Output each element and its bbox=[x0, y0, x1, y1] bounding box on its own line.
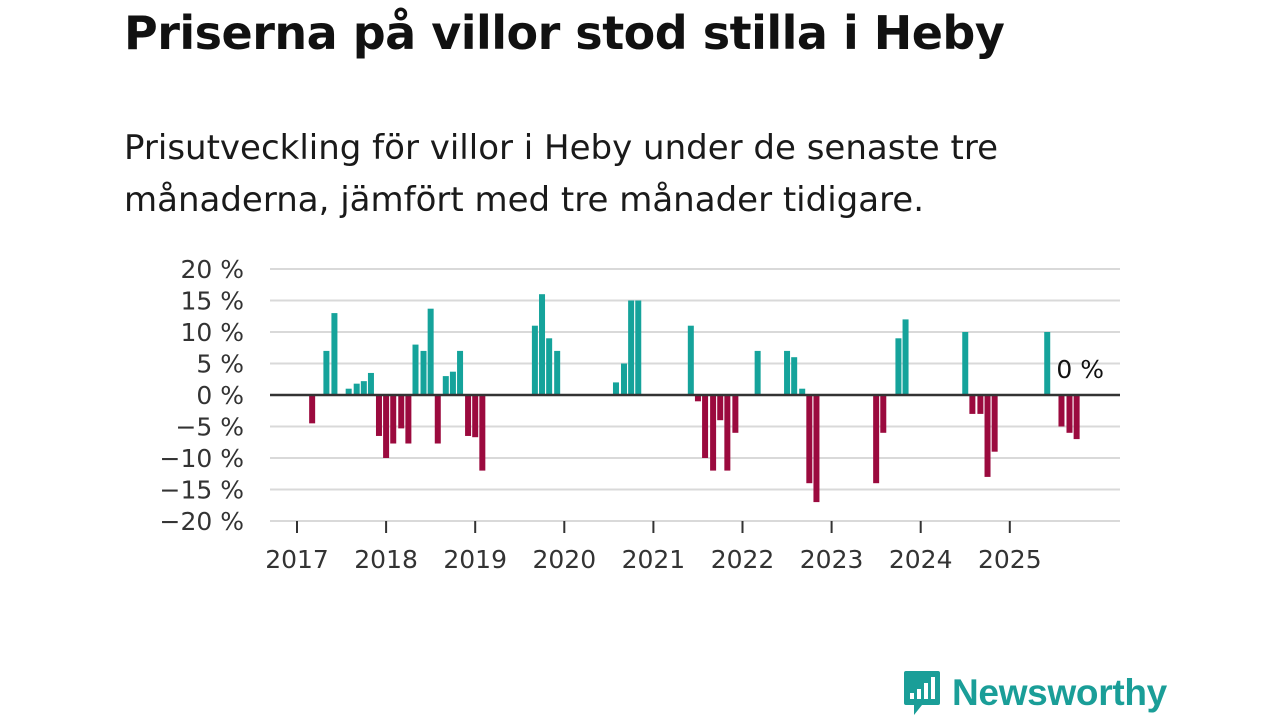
bar bbox=[791, 357, 798, 395]
bar bbox=[1073, 395, 1080, 440]
x-tick-label: 2017 bbox=[265, 545, 329, 574]
bar bbox=[724, 395, 731, 471]
bar bbox=[694, 395, 701, 402]
bar bbox=[984, 395, 991, 477]
bar bbox=[398, 395, 405, 429]
bar bbox=[612, 382, 619, 395]
bar bbox=[732, 395, 739, 433]
bar bbox=[465, 395, 472, 436]
bar bbox=[873, 395, 880, 484]
bar bbox=[902, 319, 909, 395]
bar bbox=[717, 395, 724, 421]
bar bbox=[539, 294, 546, 395]
bar bbox=[977, 395, 984, 414]
x-tick-label: 2025 bbox=[978, 545, 1042, 574]
bar bbox=[375, 395, 382, 436]
x-axis: 2017 2018 2019 2020 2021 2022 2023 2024 2025 bbox=[265, 521, 1042, 574]
y-axis: 20 % 15 %10 % 5 %0 % −5 %−10 % −15 %−20 % bbox=[160, 255, 244, 536]
chart-title: Priserna på villor stod stilla i Heby bbox=[124, 6, 1005, 60]
bar bbox=[620, 363, 627, 395]
bar bbox=[390, 395, 397, 444]
bar bbox=[710, 395, 717, 471]
brand-name: Newsworthy bbox=[952, 672, 1167, 713]
x-tick-label: 2019 bbox=[443, 545, 507, 574]
bar-chart: 20 %15 %10 %5 %0 %−5 %−10 %−15 %−20 % 20… bbox=[160, 255, 1120, 574]
grid-lines bbox=[270, 268, 1120, 522]
y-tick-label: −10 % bbox=[160, 444, 244, 473]
bar bbox=[323, 350, 330, 395]
bar bbox=[412, 344, 419, 395]
y-tick-label: 0 % bbox=[196, 381, 244, 410]
y-tick-label: −20 % bbox=[160, 507, 244, 536]
bar bbox=[635, 300, 642, 395]
last-value-label: 0 % bbox=[1056, 355, 1104, 384]
bar bbox=[895, 338, 902, 395]
bar bbox=[754, 350, 761, 395]
bar bbox=[420, 350, 427, 395]
bar bbox=[472, 395, 479, 438]
bar bbox=[442, 376, 449, 395]
bar bbox=[309, 395, 316, 424]
bar bbox=[1044, 332, 1051, 395]
bar bbox=[806, 395, 813, 484]
y-tick-label: −15 % bbox=[160, 476, 244, 505]
chart-subtitle: Prisutveckling för villor i Heby under d… bbox=[124, 128, 998, 220]
y-tick-label: 20 % bbox=[180, 255, 244, 284]
bar bbox=[554, 350, 561, 395]
x-tick-label: 2021 bbox=[622, 545, 686, 574]
bar bbox=[449, 371, 456, 395]
bar bbox=[367, 372, 374, 395]
bar bbox=[405, 395, 412, 444]
y-tick-label: −5 % bbox=[175, 413, 244, 442]
bar bbox=[360, 381, 367, 395]
bar bbox=[531, 325, 538, 395]
bar bbox=[1066, 395, 1073, 433]
bar bbox=[353, 383, 360, 395]
bar bbox=[427, 308, 434, 395]
bar bbox=[799, 388, 806, 395]
bar bbox=[1058, 395, 1065, 427]
x-tick-label: 2022 bbox=[711, 545, 775, 574]
bar bbox=[880, 395, 887, 433]
bar bbox=[434, 395, 441, 444]
bar bbox=[345, 388, 352, 395]
bar bbox=[383, 395, 390, 458]
bar bbox=[687, 325, 694, 395]
x-tick-label: 2023 bbox=[800, 545, 864, 574]
newsworthy-logo-icon bbox=[904, 671, 940, 715]
bar bbox=[991, 395, 998, 452]
y-tick-label: 5 % bbox=[196, 350, 244, 379]
x-tick-label: 2018 bbox=[354, 545, 418, 574]
y-tick-label: 10 % bbox=[180, 318, 244, 347]
bar bbox=[546, 338, 553, 395]
bar bbox=[628, 300, 635, 395]
y-tick-label: 15 % bbox=[180, 287, 244, 316]
newsworthy-logo: Newsworthy bbox=[902, 668, 1167, 718]
bar bbox=[784, 350, 791, 395]
bar bbox=[969, 395, 976, 414]
bar bbox=[702, 395, 709, 458]
bars bbox=[309, 294, 1080, 503]
bar bbox=[962, 332, 969, 395]
bar bbox=[457, 350, 464, 395]
bar bbox=[479, 395, 486, 471]
bar bbox=[331, 313, 338, 395]
bar bbox=[813, 395, 820, 503]
x-tick-label: 2024 bbox=[889, 545, 953, 574]
x-tick-label: 2020 bbox=[532, 545, 596, 574]
